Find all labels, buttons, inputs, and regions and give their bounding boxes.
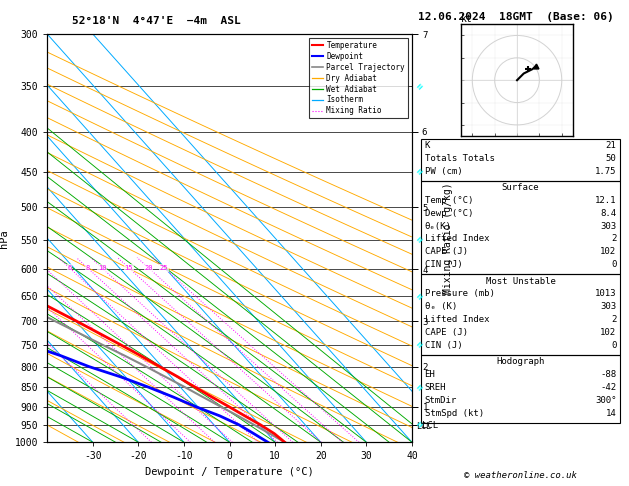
Text: Totals Totals: Totals Totals xyxy=(425,154,494,163)
Y-axis label: Mixing Ratio (g/kg): Mixing Ratio (g/kg) xyxy=(443,182,453,294)
Text: CAPE (J): CAPE (J) xyxy=(425,328,467,337)
Text: StmDir: StmDir xyxy=(425,396,457,405)
Text: SREH: SREH xyxy=(425,383,446,392)
Text: StmSpd (kt): StmSpd (kt) xyxy=(425,409,484,418)
Text: ≡: ≡ xyxy=(415,382,426,393)
Text: 102: 102 xyxy=(600,328,616,337)
Text: 102: 102 xyxy=(600,247,616,257)
Y-axis label: hPa: hPa xyxy=(0,229,9,247)
Text: K: K xyxy=(425,141,430,150)
Text: 52°18'N  4°47'E  −4m  ASL: 52°18'N 4°47'E −4m ASL xyxy=(72,16,241,26)
Text: 303: 303 xyxy=(600,302,616,312)
Text: 21: 21 xyxy=(606,141,616,150)
Text: 6: 6 xyxy=(67,265,72,271)
Text: Temp (°C): Temp (°C) xyxy=(425,196,473,205)
Text: 8: 8 xyxy=(86,265,90,271)
Text: 50: 50 xyxy=(606,154,616,163)
Text: 1013: 1013 xyxy=(595,290,616,298)
Text: Most Unstable: Most Unstable xyxy=(486,277,555,286)
Text: θₑ (K): θₑ (K) xyxy=(425,302,457,312)
Text: -88: -88 xyxy=(600,370,616,379)
Text: Surface: Surface xyxy=(502,183,539,192)
Text: 1.75: 1.75 xyxy=(595,167,616,176)
Text: 8.4: 8.4 xyxy=(600,209,616,218)
Text: 20: 20 xyxy=(144,265,153,271)
Text: © weatheronline.co.uk: © weatheronline.co.uk xyxy=(464,471,577,480)
Text: ≡: ≡ xyxy=(415,339,426,350)
Text: -42: -42 xyxy=(600,383,616,392)
Text: ≡: ≡ xyxy=(415,234,426,245)
Legend: Temperature, Dewpoint, Parcel Trajectory, Dry Adiabat, Wet Adiabat, Isotherm, Mi: Temperature, Dewpoint, Parcel Trajectory… xyxy=(309,38,408,119)
Text: CIN (J): CIN (J) xyxy=(425,341,462,350)
Text: 303: 303 xyxy=(600,222,616,231)
Text: 14: 14 xyxy=(606,409,616,418)
Text: 2: 2 xyxy=(611,315,616,324)
Text: 12.06.2024  18GMT  (Base: 06): 12.06.2024 18GMT (Base: 06) xyxy=(418,12,614,22)
Text: 25: 25 xyxy=(160,265,169,271)
Text: 2: 2 xyxy=(611,234,616,243)
Text: ≡: ≡ xyxy=(415,419,426,431)
Text: kt: kt xyxy=(461,14,473,24)
Text: Pressure (mb): Pressure (mb) xyxy=(425,290,494,298)
Text: 12.1: 12.1 xyxy=(595,196,616,205)
Text: 10: 10 xyxy=(97,265,106,271)
Text: ≡: ≡ xyxy=(415,81,426,92)
Text: EH: EH xyxy=(425,370,435,379)
Text: θₑ(K): θₑ(K) xyxy=(425,222,452,231)
Text: PW (cm): PW (cm) xyxy=(425,167,462,176)
Text: Dewp (°C): Dewp (°C) xyxy=(425,209,473,218)
Text: CAPE (J): CAPE (J) xyxy=(425,247,467,257)
Text: ≡: ≡ xyxy=(415,291,426,302)
Text: 0: 0 xyxy=(611,341,616,350)
Text: 0: 0 xyxy=(611,260,616,269)
X-axis label: Dewpoint / Temperature (°C): Dewpoint / Temperature (°C) xyxy=(145,467,314,477)
Text: Lifted Index: Lifted Index xyxy=(425,234,489,243)
Text: CIN (J): CIN (J) xyxy=(425,260,462,269)
Text: LCL: LCL xyxy=(416,422,431,431)
Text: Hodograph: Hodograph xyxy=(496,357,545,366)
Text: ≡: ≡ xyxy=(415,166,426,177)
Text: 15: 15 xyxy=(125,265,133,271)
Text: 300°: 300° xyxy=(595,396,616,405)
Text: Lifted Index: Lifted Index xyxy=(425,315,489,324)
